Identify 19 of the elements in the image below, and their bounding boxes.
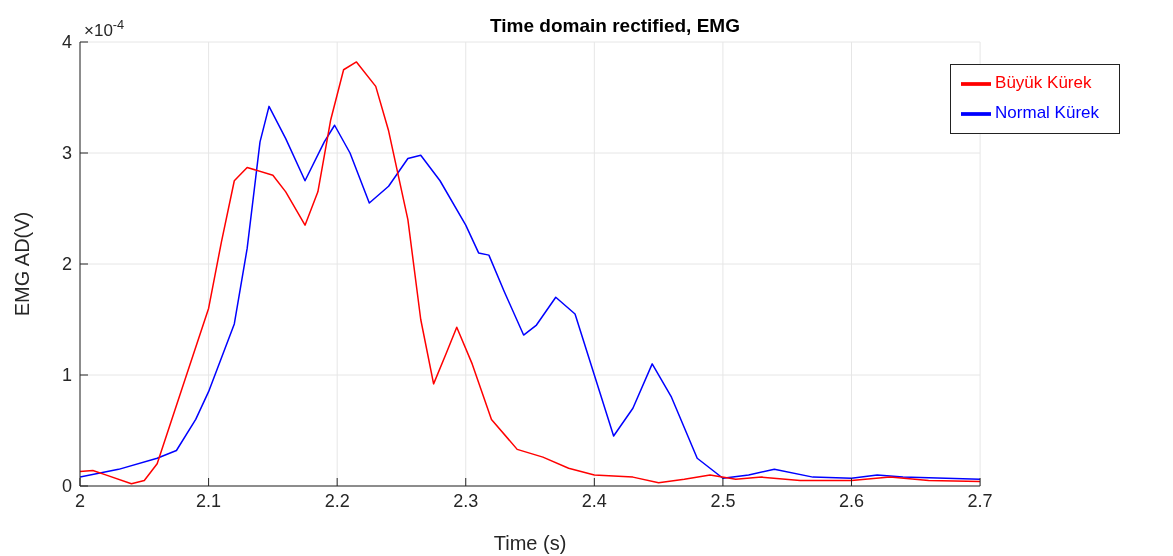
x-tick-label: 2.5 [710, 490, 736, 511]
y-tick-label: 2 [61, 254, 72, 275]
x-tick-label: 2.4 [581, 490, 607, 511]
legend-label: Normal Kürek [995, 103, 1099, 123]
x-tick-label: 2.6 [838, 490, 865, 511]
x-axis-title: Time (s) [493, 532, 567, 554]
x-tick-label: 2.3 [453, 490, 479, 511]
chart-title: Time domain rectified, EMG [490, 15, 740, 36]
x-tick-label: 2.7 [967, 490, 993, 511]
text: ×10$^{-4}$ [84, 16, 125, 40]
x-tick-label: 2.1 [196, 490, 222, 511]
y-axis-title: EMG AD(V) [11, 211, 34, 317]
y-tick-label: 4 [61, 32, 72, 53]
x-tick-label: 2 [74, 490, 86, 511]
y-tick-label: 3 [61, 143, 72, 164]
y-tick-label: 0 [61, 476, 72, 497]
x-tick-label: 2.2 [324, 490, 350, 511]
y-tick-label: 1 [61, 365, 72, 386]
legend-label: Büyük Kürek [995, 73, 1092, 93]
